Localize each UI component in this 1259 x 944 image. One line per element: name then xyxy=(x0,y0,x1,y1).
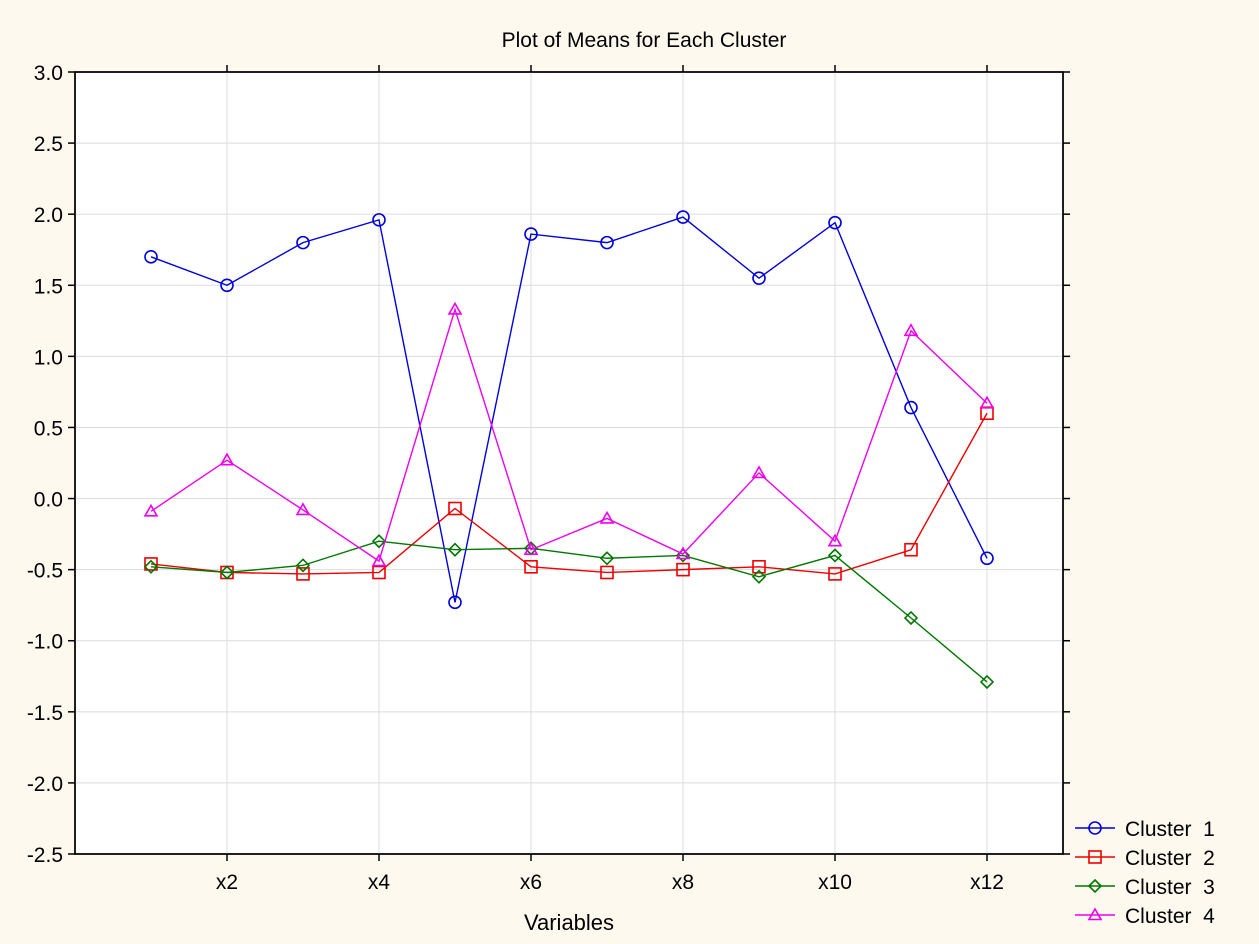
y-tick-label: -0.5 xyxy=(27,560,63,583)
data-point xyxy=(143,559,159,574)
data-point xyxy=(371,553,387,567)
data-point xyxy=(295,558,311,573)
data-point xyxy=(296,235,310,250)
data-point xyxy=(523,542,539,556)
x-tick-label: x6 xyxy=(520,871,542,894)
legend-item: Cluster 3 xyxy=(1075,876,1215,899)
y-tick-label: 0.0 xyxy=(34,489,63,512)
legend-item: Cluster 1 xyxy=(1075,818,1215,841)
data-point xyxy=(752,559,766,574)
data-point xyxy=(676,210,690,224)
data-point xyxy=(752,271,766,285)
legend-label: Cluster 4 xyxy=(1125,905,1215,928)
data-point xyxy=(524,227,538,241)
data-point xyxy=(219,565,235,580)
data-point xyxy=(979,674,995,690)
data-point xyxy=(600,235,614,250)
data-point xyxy=(219,452,235,466)
data-point xyxy=(600,565,614,580)
data-point xyxy=(903,323,919,337)
data-point xyxy=(827,533,843,547)
plot-area xyxy=(74,71,1064,855)
legend-label: Cluster 2 xyxy=(1125,847,1215,870)
y-tick-label: 1.5 xyxy=(34,275,63,298)
data-point xyxy=(143,503,159,517)
data-point xyxy=(144,250,158,264)
legend-label: Cluster 1 xyxy=(1125,818,1215,841)
data-point xyxy=(599,551,615,566)
data-point xyxy=(904,542,918,557)
data-point xyxy=(295,502,311,516)
data-point xyxy=(904,400,918,415)
legend-item: Cluster 4 xyxy=(1075,905,1215,928)
data-point xyxy=(372,213,386,227)
data-point xyxy=(371,534,387,549)
data-point xyxy=(296,567,310,581)
data-point xyxy=(372,565,386,580)
data-point xyxy=(828,215,842,230)
data-point xyxy=(751,465,767,479)
series-line xyxy=(150,540,988,683)
series-line xyxy=(150,216,988,603)
data-point xyxy=(903,610,919,626)
y-tick-label: -1.5 xyxy=(27,702,63,725)
data-point xyxy=(827,548,843,563)
x-tick-label: x12 xyxy=(970,871,1004,894)
x-tick-label: x4 xyxy=(368,871,391,894)
y-tick-label: 1.0 xyxy=(34,346,63,369)
data-point xyxy=(751,569,767,584)
legend-swatch-marker xyxy=(1087,878,1103,894)
data-point xyxy=(828,567,842,581)
legend-swatch-marker xyxy=(1087,907,1103,921)
y-tick-label: -2.5 xyxy=(27,844,63,867)
grid-lines xyxy=(75,72,1063,854)
axes: -2.5 -2.0 -1.5 -1.0 -0.5 0.0 0.5 1.0 1.5 2.0 2.5 3.… xyxy=(27,62,1070,894)
data-point xyxy=(675,546,691,560)
x-tick-label: x8 xyxy=(672,871,694,894)
legend-item: Cluster 2 xyxy=(1075,847,1215,870)
x-tick-label: x10 xyxy=(818,871,852,894)
y-tick-label: 2.0 xyxy=(34,204,63,227)
data-point xyxy=(980,551,994,566)
data-point xyxy=(448,595,462,610)
chart-title: Plot of Means for Each Cluster xyxy=(502,29,787,52)
series-line xyxy=(150,412,988,575)
y-tick-label: -1.0 xyxy=(27,631,63,654)
data-point xyxy=(676,562,690,577)
legend: Cluster 1 Cluster 2 Cluster 3 Cluster 4 xyxy=(1075,818,1215,928)
series-1 xyxy=(144,210,994,610)
y-tick-label: -2.0 xyxy=(27,773,63,796)
data-point xyxy=(524,559,538,574)
x-axis-label: Variables xyxy=(524,910,614,935)
data-point xyxy=(220,278,234,293)
series-line xyxy=(150,307,988,563)
y-tick-label: 0.5 xyxy=(34,417,63,440)
data-point xyxy=(447,542,463,557)
data-point xyxy=(447,301,463,315)
legend-swatch-marker xyxy=(1088,821,1102,835)
data-point xyxy=(144,557,158,571)
data-point xyxy=(979,395,995,409)
series-4 xyxy=(143,301,995,567)
y-tick-label: 3.0 xyxy=(34,62,63,85)
plot-border xyxy=(74,71,1064,855)
y-tick-label: 2.5 xyxy=(34,133,63,156)
series-2 xyxy=(144,406,994,581)
x-tick-label: x2 xyxy=(216,871,238,894)
legend-label: Cluster 3 xyxy=(1125,876,1215,899)
data-point xyxy=(448,501,462,516)
legend-swatch-marker xyxy=(1088,850,1102,864)
series-group xyxy=(143,210,995,690)
data-point xyxy=(599,510,615,524)
